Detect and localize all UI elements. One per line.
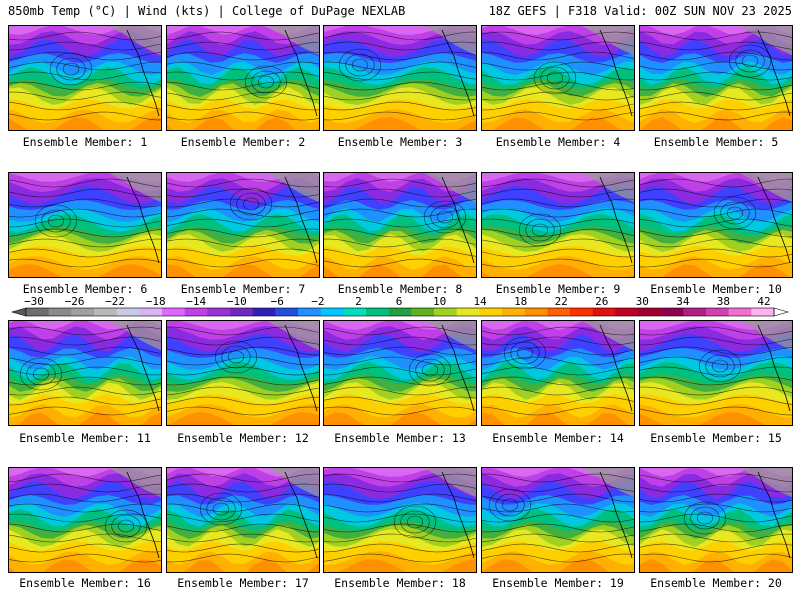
colorbar-tick-label: −22 bbox=[105, 295, 125, 308]
colorbar-tick-label: −6 bbox=[271, 295, 284, 308]
colorbar-tick-label: 38 bbox=[717, 295, 730, 308]
colorbar-tick-label: 26 bbox=[595, 295, 608, 308]
colorbar-swatch bbox=[275, 308, 299, 316]
ensemble-map-13 bbox=[323, 320, 477, 426]
ensemble-map-16 bbox=[8, 467, 162, 573]
colorbar-tick-label: 10 bbox=[433, 295, 446, 308]
colorbar-tick-label: 18 bbox=[514, 295, 527, 308]
ensemble-map-8 bbox=[323, 172, 477, 278]
colorbar-swatch bbox=[683, 308, 707, 316]
member-label-18: Ensemble Member: 18 bbox=[334, 576, 466, 590]
colorbar-swatch bbox=[479, 308, 503, 316]
colorbar-swatch bbox=[456, 308, 480, 316]
colorbar-tick-label: −18 bbox=[146, 295, 166, 308]
ensemble-map-2 bbox=[166, 25, 320, 131]
ensemble-map-1 bbox=[8, 25, 162, 131]
member-label-2: Ensemble Member: 2 bbox=[180, 135, 306, 149]
colorbar-swatch bbox=[524, 308, 548, 316]
colorbar-tick-label: 30 bbox=[636, 295, 649, 308]
colorbar-swatch bbox=[411, 308, 435, 316]
colorbar: −30 −26 −22 −18 −14 −10 −6 −2 2 6 10 14 18 22 26 30 34 38… bbox=[10, 295, 790, 317]
member-label-11: Ensemble Member: 11 bbox=[19, 431, 151, 445]
ensemble-map-5 bbox=[639, 25, 793, 131]
colorbar-swatch bbox=[230, 308, 253, 316]
colorbar-swatch bbox=[638, 308, 661, 316]
member-label-4: Ensemble Member: 4 bbox=[495, 135, 621, 149]
colorbar-swatch bbox=[116, 308, 140, 316]
colorbar-tick-label: 6 bbox=[396, 295, 403, 308]
colorbar-swatch bbox=[252, 308, 276, 316]
colorbar-swatch bbox=[162, 308, 185, 316]
colorbar-swatch bbox=[706, 308, 729, 316]
member-label-10: Ensemble Member: 10 bbox=[650, 282, 782, 296]
ensemble-map-12 bbox=[166, 320, 320, 426]
colorbar-swatch bbox=[320, 308, 344, 316]
colorbar-tick-label: 42 bbox=[757, 295, 770, 308]
member-label-8: Ensemble Member: 8 bbox=[337, 282, 463, 296]
ensemble-map-4 bbox=[481, 25, 635, 131]
colorbar-swatch bbox=[343, 308, 367, 316]
ensemble-map-10 bbox=[639, 172, 793, 278]
colorbar-tick-label: 14 bbox=[473, 295, 487, 308]
member-label-6: Ensemble Member: 6 bbox=[22, 282, 148, 296]
colorbar-swatch bbox=[48, 308, 72, 316]
colorbar-swatch bbox=[184, 308, 208, 316]
colorbar-swatch bbox=[207, 308, 231, 316]
colorbar-arrow-left bbox=[10, 307, 27, 317]
ensemble-map-14 bbox=[481, 320, 635, 426]
colorbar-arrow-right bbox=[773, 307, 790, 317]
ensemble-map-18 bbox=[323, 467, 477, 573]
colorbar-swatch bbox=[728, 308, 752, 316]
ensemble-map-20 bbox=[639, 467, 793, 573]
colorbar-tick-label: −10 bbox=[227, 295, 247, 308]
ensemble-map-19 bbox=[481, 467, 635, 573]
colorbar-swatch bbox=[298, 308, 321, 316]
ensemble-map-15 bbox=[639, 320, 793, 426]
colorbar-swatch bbox=[660, 308, 684, 316]
colorbar-swatch bbox=[139, 308, 163, 316]
member-label-5: Ensemble Member: 5 bbox=[653, 135, 779, 149]
ensemble-map-17 bbox=[166, 467, 320, 573]
ensemble-map-6 bbox=[8, 172, 162, 278]
colorbar-swatch bbox=[71, 308, 95, 316]
colorbar-swatch bbox=[388, 308, 412, 316]
member-label-17: Ensemble Member: 17 bbox=[177, 576, 309, 590]
member-label-7: Ensemble Member: 7 bbox=[180, 282, 306, 296]
member-label-13: Ensemble Member: 13 bbox=[334, 431, 466, 445]
valid-time: 18Z GEFS | F318 Valid: 00Z SUN NOV 23 20… bbox=[488, 4, 792, 18]
colorbar-swatch bbox=[366, 308, 389, 316]
member-label-14: Ensemble Member: 14 bbox=[492, 431, 624, 445]
member-label-3: Ensemble Member: 3 bbox=[337, 135, 463, 149]
colorbar-tick-label: −2 bbox=[311, 295, 324, 308]
chart-title: 850mb Temp (°C) | Wind (kts) | College o… bbox=[8, 4, 406, 18]
colorbar-tick-label: −14 bbox=[186, 295, 206, 308]
colorbar-swatch bbox=[434, 308, 457, 316]
member-label-15: Ensemble Member: 15 bbox=[650, 431, 782, 445]
colorbar-swatch bbox=[26, 308, 49, 316]
ensemble-map-3 bbox=[323, 25, 477, 131]
member-label-20: Ensemble Member: 20 bbox=[650, 576, 782, 590]
colorbar-tick-label: 22 bbox=[555, 295, 568, 308]
colorbar-tick-label: 2 bbox=[355, 295, 362, 308]
colorbar-swatch bbox=[94, 308, 117, 316]
colorbar-swatch bbox=[502, 308, 525, 316]
colorbar-swatch bbox=[592, 308, 616, 316]
colorbar-tick-label: −26 bbox=[65, 295, 85, 308]
ensemble-map-11 bbox=[8, 320, 162, 426]
colorbar-tick-label: 34 bbox=[676, 295, 690, 308]
ensemble-map-7 bbox=[166, 172, 320, 278]
colorbar-swatch bbox=[570, 308, 593, 316]
colorbar-swatch bbox=[547, 308, 571, 316]
ensemble-map-9 bbox=[481, 172, 635, 278]
colorbar-tick-label: −30 bbox=[24, 295, 44, 308]
colorbar-swatch bbox=[615, 308, 639, 316]
member-label-1: Ensemble Member: 1 bbox=[22, 135, 148, 149]
member-label-19: Ensemble Member: 19 bbox=[492, 576, 624, 590]
colorbar-swatch bbox=[751, 308, 775, 316]
member-label-12: Ensemble Member: 12 bbox=[177, 431, 309, 445]
member-label-16: Ensemble Member: 16 bbox=[19, 576, 151, 590]
member-label-9: Ensemble Member: 9 bbox=[495, 282, 621, 296]
